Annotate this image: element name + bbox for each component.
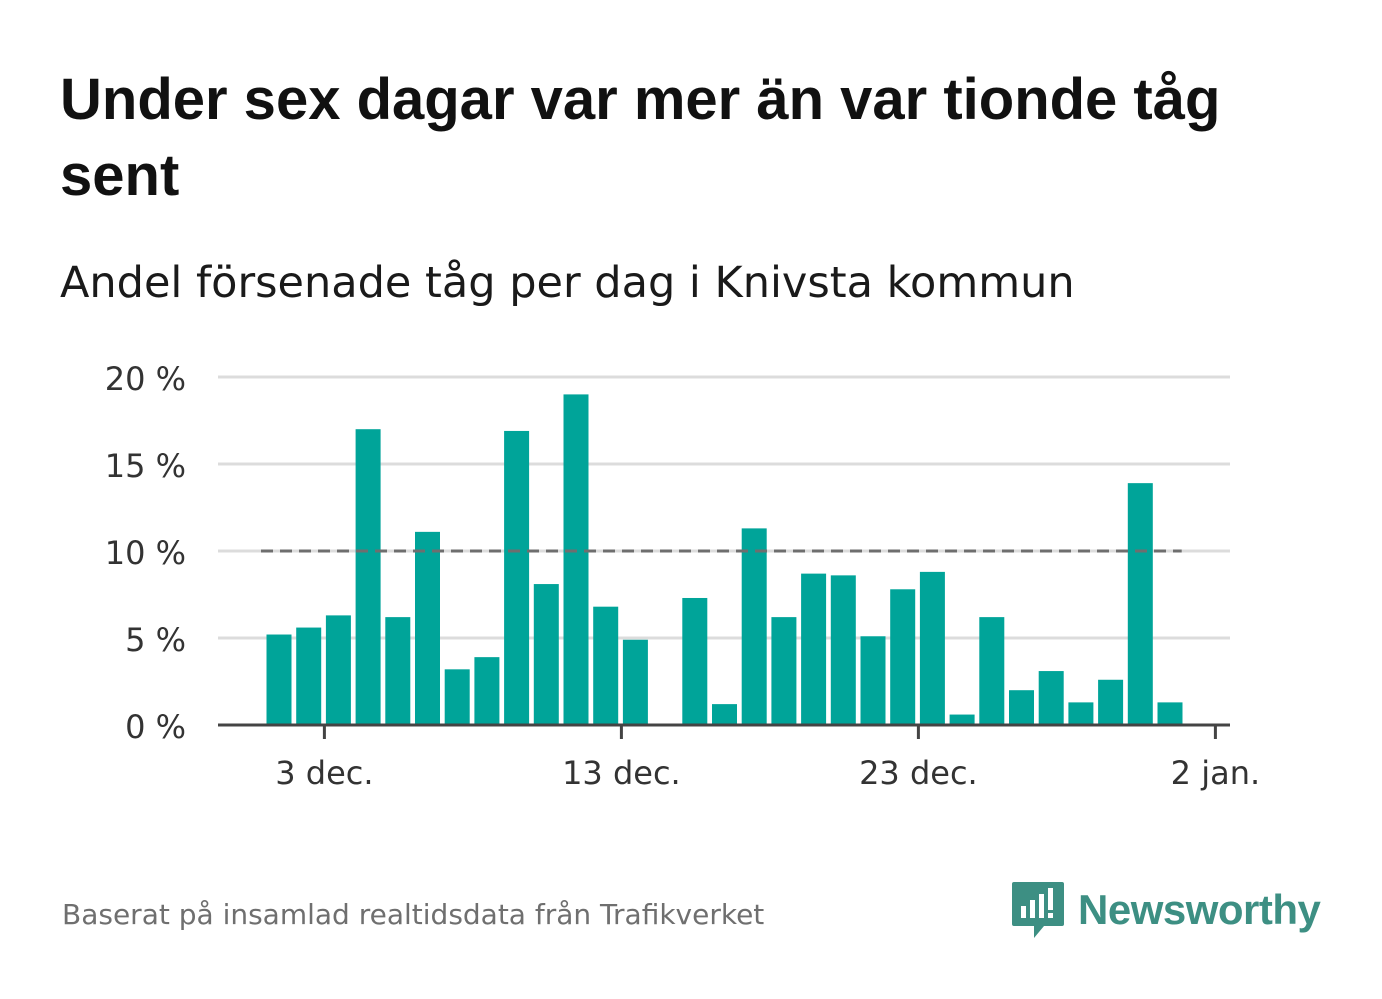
bars	[266, 394, 1183, 725]
x-tick-label: 13 dec.	[562, 754, 681, 792]
bar-2023-12-05	[385, 617, 411, 725]
bar-2023-12-03	[325, 615, 351, 725]
y-tick-label: 15 %	[105, 447, 186, 485]
source-note: Baserat på insamlad realtidsdata från Tr…	[62, 898, 765, 931]
bar-2023-12-26	[1009, 690, 1034, 725]
bar-2023-12-25	[979, 617, 1005, 725]
bar-2023-12-06	[415, 531, 440, 725]
bar-2023-12-20	[830, 575, 856, 725]
bar-2023-12-09	[504, 430, 530, 725]
chart-title: Under sex dagar var mer än var tionde tå…	[60, 67, 1221, 208]
y-axis-tick-labels: 0 % 5 % 10 % 15 % 20 %	[105, 360, 186, 746]
bar-2023-12-30	[1127, 483, 1153, 725]
y-tick-label: 20 %	[105, 360, 186, 398]
bar-2023-12-27	[1038, 671, 1064, 725]
bar-2023-12-10	[533, 584, 559, 725]
bar-2023-12-11	[563, 394, 589, 725]
bar-2023-12-07	[444, 669, 470, 725]
x-tick-label: 2 jan.	[1171, 754, 1260, 792]
chart-subtitle: Andel försenade tåg per dag i Knivsta ko…	[60, 258, 1075, 308]
bar-2023-12-18	[771, 617, 797, 725]
bar-2023-12-16	[712, 704, 737, 725]
bar-2023-12-02	[296, 627, 322, 725]
bar-2023-12-19	[801, 573, 827, 725]
bar-2023-12-13	[622, 639, 648, 725]
bar-2023-12-01	[266, 634, 292, 725]
bar-2023-12-17	[741, 528, 767, 725]
bar-2023-12-28	[1068, 702, 1094, 725]
bar-2023-12-04	[355, 429, 381, 725]
y-tick-label: 5 %	[125, 621, 186, 659]
newsworthy-logo[interactable]: Newsworthy	[1010, 880, 1321, 940]
x-tick-label: 3 dec.	[275, 754, 373, 792]
bar-2023-12-29	[1098, 679, 1124, 725]
logo-wordmark: Newsworthy	[1078, 886, 1321, 933]
y-tick-label: 10 %	[105, 534, 186, 572]
bar-2023-12-23	[919, 571, 945, 725]
bar-2023-12-12	[593, 606, 619, 725]
bar-2023-12-15	[682, 597, 708, 725]
newsworthy-bar-chart-icon	[1012, 882, 1064, 938]
bar-2023-12-08	[474, 657, 500, 725]
bar-2023-12-21	[860, 636, 886, 725]
bar-2023-12-22	[890, 589, 916, 725]
x-tick-label: 23 dec.	[859, 754, 978, 792]
y-tick-label: 0 %	[125, 708, 186, 746]
x-axis: 3 dec. 13 dec. 23 dec. 2 jan.	[218, 723, 1260, 792]
bar-2023-12-31	[1157, 702, 1183, 725]
bar-2023-12-24	[949, 714, 975, 725]
